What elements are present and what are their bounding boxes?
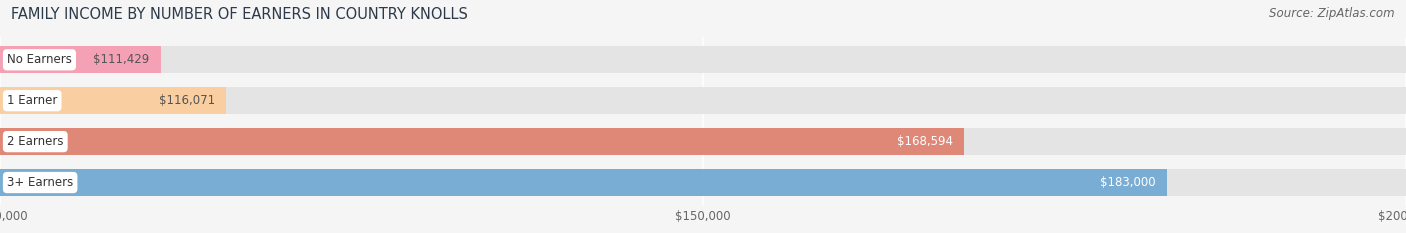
Text: 1 Earner: 1 Earner <box>7 94 58 107</box>
Text: $168,594: $168,594 <box>897 135 953 148</box>
Text: No Earners: No Earners <box>7 53 72 66</box>
Text: 3+ Earners: 3+ Earners <box>7 176 73 189</box>
Bar <box>0 47 160 73</box>
Text: $111,429: $111,429 <box>93 53 149 66</box>
Bar <box>0 87 1406 114</box>
Text: FAMILY INCOME BY NUMBER OF EARNERS IN COUNTRY KNOLLS: FAMILY INCOME BY NUMBER OF EARNERS IN CO… <box>11 7 468 22</box>
Bar <box>0 87 226 114</box>
Bar <box>0 47 1406 73</box>
Text: 2 Earners: 2 Earners <box>7 135 63 148</box>
Text: Source: ZipAtlas.com: Source: ZipAtlas.com <box>1270 7 1395 20</box>
Bar <box>0 169 1167 196</box>
Bar <box>0 128 965 155</box>
Text: $116,071: $116,071 <box>159 94 215 107</box>
Bar <box>0 128 1406 155</box>
Bar <box>0 169 1406 196</box>
Text: $183,000: $183,000 <box>1099 176 1156 189</box>
